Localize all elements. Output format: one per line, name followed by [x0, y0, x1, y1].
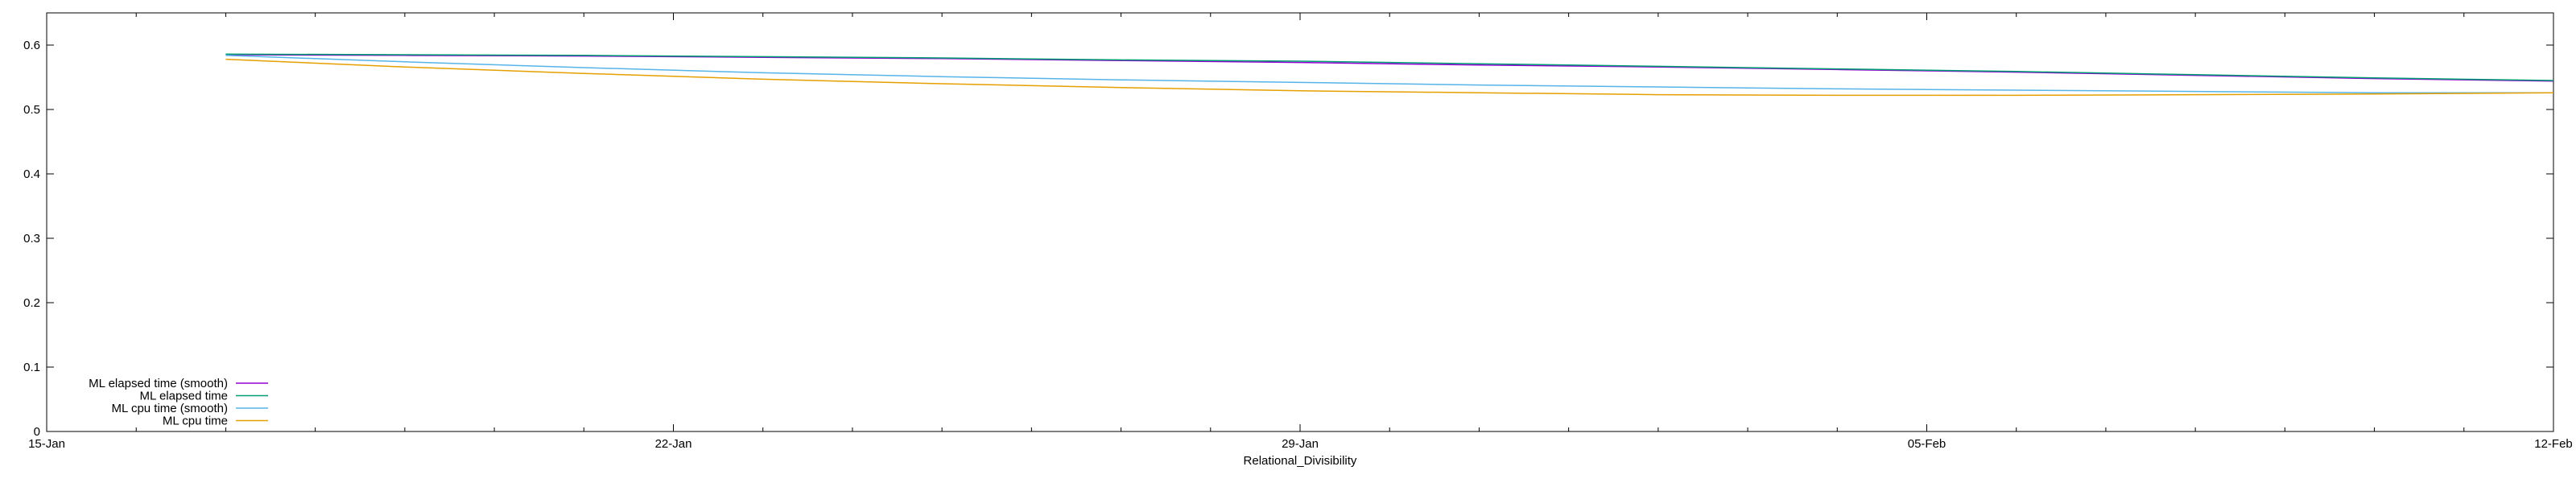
series-line-1: [225, 54, 2554, 82]
legend-label: ML elapsed time (smooth): [89, 377, 228, 390]
x-tick-label: 12-Feb: [2534, 437, 2573, 451]
series-layer: [225, 53, 2554, 97]
y-tick-label: 0: [34, 425, 40, 439]
x-tick-label: 29-Jan: [1282, 437, 1319, 451]
legend-label: ML cpu time: [163, 415, 228, 428]
legend: ML elapsed time (smooth)ML elapsed timeM…: [89, 377, 268, 428]
y-tick-label: 0.5: [23, 103, 40, 117]
y-tick-label: 0.6: [23, 39, 40, 52]
y-axis: 0 0.1 0.2 0.3 0.4 0.5 0.6: [23, 39, 2553, 439]
y-tick-label: 0.4: [23, 167, 40, 181]
legend-label: ML cpu time (smooth): [112, 402, 229, 415]
series-line-4: [225, 58, 2554, 97]
series-line-3: [225, 55, 2553, 93]
y-tick-label: 0.3: [23, 232, 40, 246]
y-tick-label: 0.2: [23, 296, 40, 310]
x-axis: 15-Jan 22-Jan 29-Jan 05-Feb 12-Feb: [28, 13, 2573, 451]
x-axis-label: Relational_Divisibility: [1244, 454, 1357, 468]
plot-area-frame: [46, 12, 2554, 432]
x-tick-label: 05-Feb: [1908, 437, 1946, 451]
x-tick-label: 15-Jan: [28, 437, 65, 451]
series-line-2: [225, 53, 2554, 81]
x-tick-label: 22-Jan: [655, 437, 692, 451]
legend-label: ML elapsed time: [140, 390, 229, 403]
y-tick-label: 0.1: [23, 361, 40, 374]
